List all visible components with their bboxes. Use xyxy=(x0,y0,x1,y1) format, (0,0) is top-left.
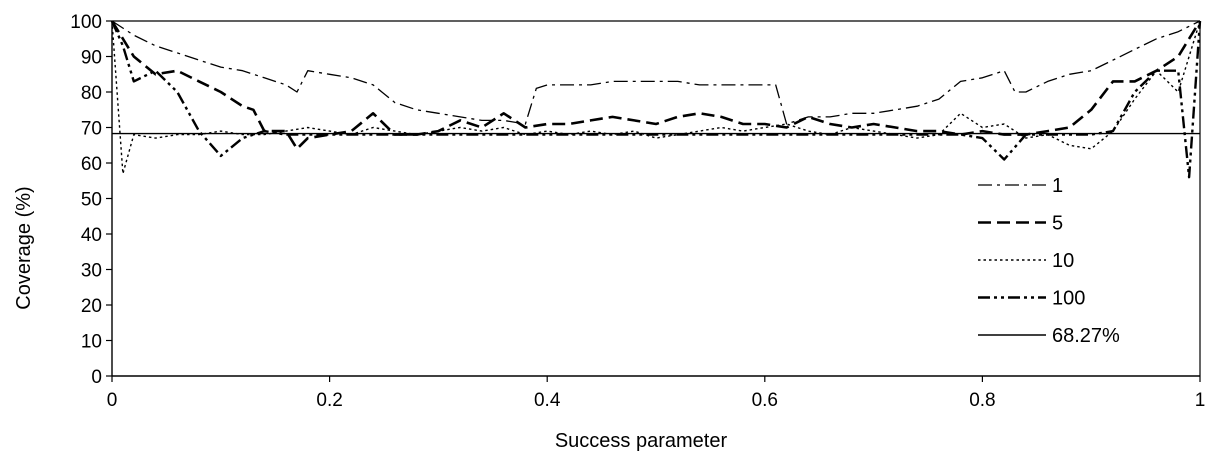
y-tick-label: 70 xyxy=(81,119,102,140)
series-line-10 xyxy=(111,20,1201,175)
x-tick-label: 0.6 xyxy=(752,390,778,411)
series-group xyxy=(110,20,1202,179)
legend-label: 1 xyxy=(1052,175,1063,197)
y-axis-title: Coverage (%) xyxy=(13,186,35,309)
y-tick-label: 100 xyxy=(70,12,102,33)
x-tick-label: 0.4 xyxy=(534,390,561,411)
y-tick-label: 80 xyxy=(81,83,102,104)
x-tick-label: 1 xyxy=(1195,390,1206,411)
x-tick-label: 0.2 xyxy=(316,390,342,411)
x-axis-title: Success parameter xyxy=(555,430,728,452)
y-tick-label: 40 xyxy=(81,225,102,246)
y-tick-label: 50 xyxy=(81,190,102,211)
y-tick-label: 10 xyxy=(81,332,102,353)
series-line-5 xyxy=(110,20,1202,151)
legend-label: 68.27% xyxy=(1052,325,1120,347)
legend-label: 5 xyxy=(1052,213,1063,235)
x-tick-label: 0 xyxy=(107,390,118,411)
series-line-100 xyxy=(110,20,1202,179)
y-tick-label: 20 xyxy=(81,296,102,317)
legend-label: 10 xyxy=(1052,250,1074,272)
y-tick-label: 30 xyxy=(81,261,102,282)
x-tick-label: 0.8 xyxy=(969,390,995,411)
legend-label: 100 xyxy=(1052,288,1085,310)
y-tick-label: 60 xyxy=(81,154,102,175)
y-tick-label: 90 xyxy=(81,48,102,69)
legend: 1 5 10 100 68.27% xyxy=(978,175,1120,347)
axes-group: 0 10 20 30 40 50 60 70 80 90 100 0 0.2 0.4 0.6 0.8 1 xyxy=(70,12,1205,411)
y-tick-label: 0 xyxy=(91,367,102,388)
series-line-1 xyxy=(111,20,1201,125)
